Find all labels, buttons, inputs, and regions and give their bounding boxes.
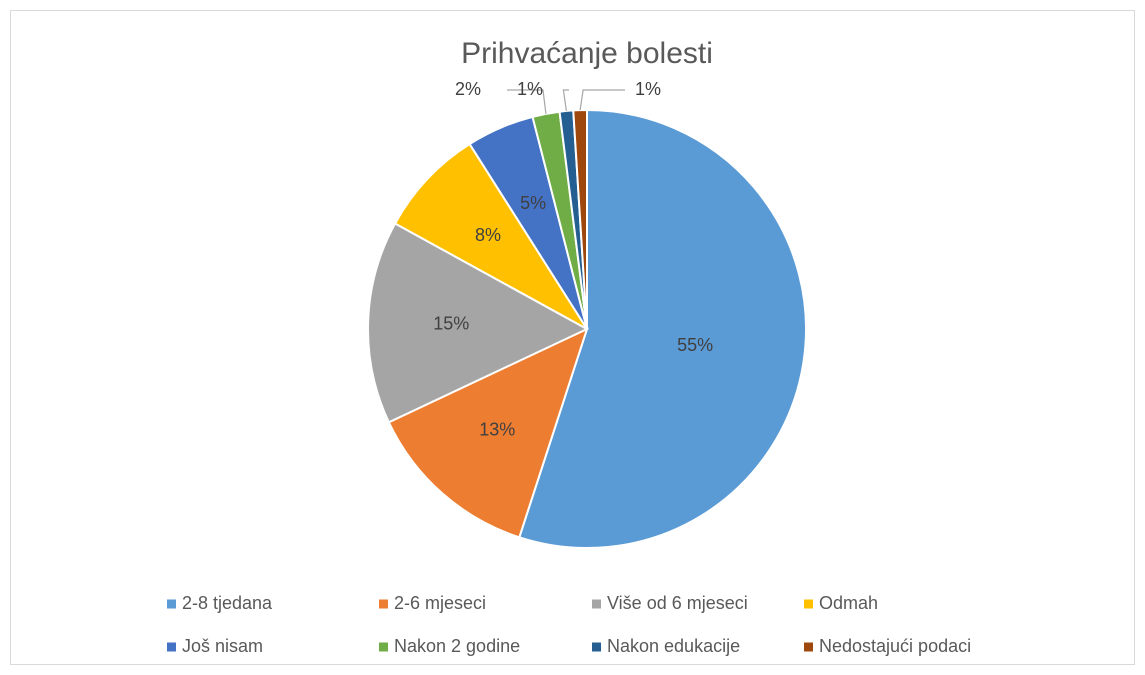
legend-label: Više od 6 mjeseci [607,593,748,613]
legend-swatch [592,599,601,609]
pie-slice [387,327,589,539]
legend-label: 2-8 tjedana [182,593,273,613]
legend-label: Nakon edukacije [607,636,740,656]
legend-label: Nedostajući podaci [819,636,971,656]
legend-swatch [592,642,601,652]
legend-swatch [167,642,176,652]
legend-label: Nakon 2 godine [394,636,520,656]
data-label: 1% [635,79,661,99]
legend-label: Još nisam [182,636,263,656]
chart-title: Prihvaćanje bolesti [461,37,713,70]
data-label: 5% [520,193,546,213]
pie-slice [518,108,807,549]
data-label: 8% [475,225,501,245]
data-label: 2% [455,79,481,99]
pie-slice [393,142,588,330]
leader-line [562,89,569,112]
legend-swatch [804,642,813,652]
legend-label: Odmah [819,593,878,613]
legend-swatch [167,599,176,609]
legend-swatch [379,599,388,609]
data-label: 1% [517,79,543,99]
data-label: 13% [479,420,515,440]
data-label: 15% [433,313,469,333]
leader-line [507,89,547,114]
legend-swatch [804,599,813,609]
legend-label: 2-6 mjeseci [394,593,486,613]
legend: 2-8 tjedana 2-6 mjeseci Više od 6 mjeseci O… [167,593,971,656]
pie-slice [367,222,590,424]
data-label: 55% [677,335,713,355]
leader-line [579,89,625,111]
legend-swatch [379,642,388,652]
